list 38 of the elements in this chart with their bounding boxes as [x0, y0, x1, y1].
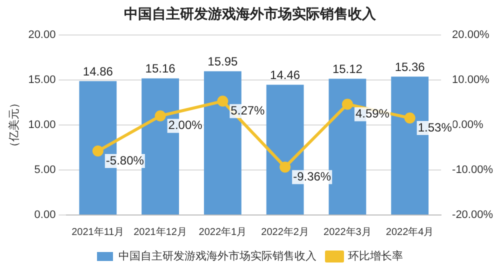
- legend-label: 环比增长率: [348, 250, 403, 263]
- y2-tick-label: 20.00%: [452, 28, 490, 41]
- x-tick-label: 2021年11月: [72, 226, 124, 238]
- data-label: 14.86: [82, 64, 114, 78]
- chart-title: 中国自主研发游戏海外市场实际销售收入: [124, 5, 377, 22]
- y2-tick-label: -20.00%: [452, 209, 494, 222]
- point: [92, 146, 104, 157]
- y2-tick-label: 10.00%: [452, 74, 490, 86]
- data-label: 2.00%: [168, 118, 203, 132]
- y2-tick-label: 0.00%: [452, 118, 484, 131]
- data-label: 5.27%: [230, 103, 266, 118]
- x-tick-label: 2022年1月: [198, 226, 247, 238]
- data-label: 14.46: [270, 68, 300, 82]
- y-tick-label: 0.00: [34, 209, 56, 222]
- y-tick-label: 5.00: [34, 164, 56, 176]
- y-tick-label: 10.00: [28, 118, 56, 131]
- point: [342, 98, 353, 110]
- data-label: -5.80%: [106, 153, 144, 168]
- data-label: 1.53%: [418, 120, 452, 134]
- data-label: 15.12: [332, 62, 363, 76]
- data-label: 4.59%: [355, 106, 390, 121]
- point: [404, 112, 416, 124]
- data-label: 15.16: [145, 62, 176, 76]
- y-axis-title: （亿美元）: [8, 97, 21, 152]
- x-tick-label: 2022年2月: [261, 226, 309, 238]
- data-label: 15.36: [394, 60, 426, 74]
- point: [217, 96, 228, 107]
- point: [154, 110, 166, 122]
- legend-label: 中国自主研发游戏海外市场实际销售收入: [118, 250, 316, 263]
- data-label: 15.95: [208, 54, 238, 69]
- data-label: -9.36%: [293, 169, 332, 184]
- y-tick-label: 15.00: [28, 74, 56, 86]
- x-tick-label: 2021年12月: [134, 226, 187, 238]
- point: [280, 162, 291, 173]
- y-tick-label: 20.00: [28, 28, 56, 41]
- y2-tick-label: -10.00%: [452, 164, 494, 176]
- x-tick-label: 2022年4月: [386, 226, 434, 238]
- x-tick-label: 2022年3月: [324, 226, 372, 238]
